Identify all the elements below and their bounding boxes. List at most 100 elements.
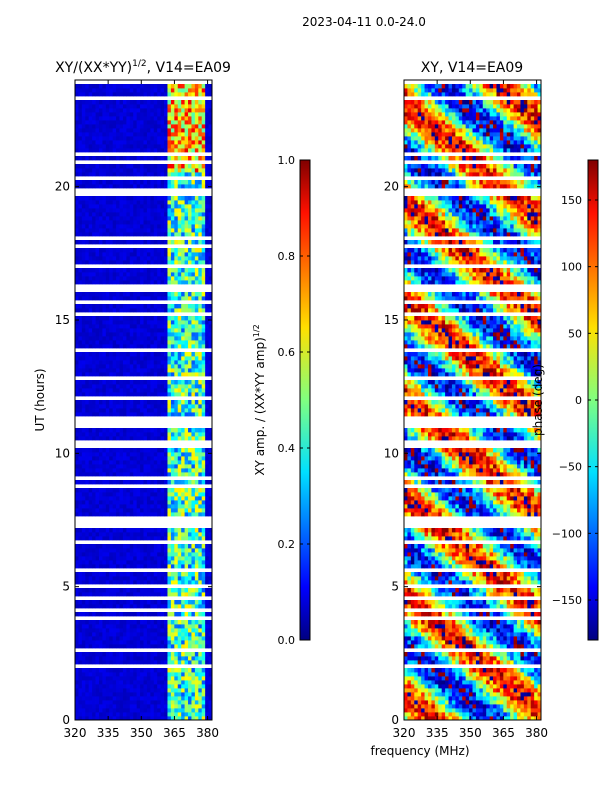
amplitude-cell [164,104,168,109]
amplitude-cell [184,508,189,513]
amplitude-cell [174,256,179,261]
amplitude-cell [75,544,79,549]
amplitude-cell [184,104,189,109]
amplitude-cell [122,180,127,185]
amplitude-cell [191,576,196,581]
amplitude-cell [174,692,179,697]
amplitude-cell [146,500,151,505]
amplitude-cell [88,564,93,569]
amplitude-cell [157,124,162,129]
amplitude-cell [191,156,196,161]
amplitude-cell [208,336,213,341]
amplitude-cell [109,468,114,473]
amplitude-cell [122,356,127,361]
amplitude-panel: XY/(XX*YY)1/2, V14=EA09 320 335 350 365 3800… [33,59,231,740]
amplitude-cell [119,552,124,557]
amplitude-cell [98,324,103,329]
amplitude-cell [92,92,96,97]
amplitude-cell [88,412,93,417]
amplitude-cell [150,512,155,517]
amplitude-cell [181,368,185,373]
amplitude-cell [133,716,138,721]
amplitude-cell [198,332,203,337]
amplitude-cell [153,120,158,125]
amplitude-cell [136,600,141,605]
amplitude-cell [133,684,138,689]
amplitude-cell [105,448,110,453]
amplitude-cell [201,676,206,681]
amplitude-cell [102,212,107,217]
amplitude-cell [191,256,196,261]
amplitude-cell [205,164,209,169]
amplitude-cell [85,248,90,253]
amplitude-cell [160,632,165,637]
amplitude-cell [157,228,162,233]
amplitude-cell [205,456,209,461]
amplitude-cell [174,428,179,433]
amplitude-cell [119,336,124,341]
amplitude-cell [208,156,213,161]
amplitude-cell [208,712,213,717]
amplitude-cell [191,492,196,497]
amplitude-cell [112,112,117,117]
amplitude-cell [167,360,172,365]
amplitude-cell [177,652,182,657]
amplitude-cell [102,700,107,705]
amplitude-cell [208,180,213,185]
amplitude-cell [109,212,114,217]
amplitude-cell [133,672,138,677]
amplitude-cell [150,624,155,629]
amplitude-cell [116,600,120,605]
amplitude-cell [201,200,206,205]
amplitude-cell [150,460,155,465]
amplitude-cell [194,500,199,505]
amplitude-cell [201,452,206,457]
amplitude-cell [133,232,138,237]
amplitude-cell [98,84,103,89]
amplitude-cell [116,580,120,585]
amplitude-cell [194,324,199,329]
amplitude-cell [143,332,148,337]
amplitude-cell [119,676,124,681]
amplitude-cell [85,108,90,113]
amplitude-cell [198,224,203,229]
amplitude-cell [157,528,162,533]
amplitude-cell [181,488,185,493]
amplitude-cell [191,548,196,553]
amplitude-cell [92,124,96,129]
amplitude-cell [105,460,110,465]
amplitude-cell [116,212,120,217]
amplitude-cell [102,576,107,581]
amplitude-cell [136,400,141,405]
amplitude-cell [98,140,103,145]
amplitude-cell [157,232,162,237]
amplitude-cell [116,388,120,393]
amplitude-cell [75,680,79,685]
amplitude-cell [160,548,165,553]
amplitude-cell [98,272,103,277]
amplitude-cell [143,620,148,625]
amplitude-cell [122,628,127,633]
amplitude-cell [112,492,117,497]
amplitude-cell [102,144,107,149]
amplitude-cell [208,360,213,365]
amplitude-cell [78,248,83,253]
amplitude-cell [201,556,206,561]
amplitude-cell [126,224,131,229]
amplitude-cell [136,200,141,205]
amplitude-cell [160,308,165,313]
amplitude-cell [181,708,185,713]
amplitude-cell [164,356,168,361]
amplitude-cell [136,588,141,593]
amplitude-cell [150,320,155,325]
amplitude-cell [198,680,203,685]
amplitude-cell [198,512,203,517]
amplitude-cell [75,108,79,113]
amplitude-cell [181,564,185,569]
amplitude-cell [167,404,172,409]
amplitude-cell [88,108,93,113]
amplitude-cell [188,340,192,345]
amplitude-cell [102,328,107,333]
amplitude-cell [157,700,162,705]
amplitude-cell [143,368,148,373]
